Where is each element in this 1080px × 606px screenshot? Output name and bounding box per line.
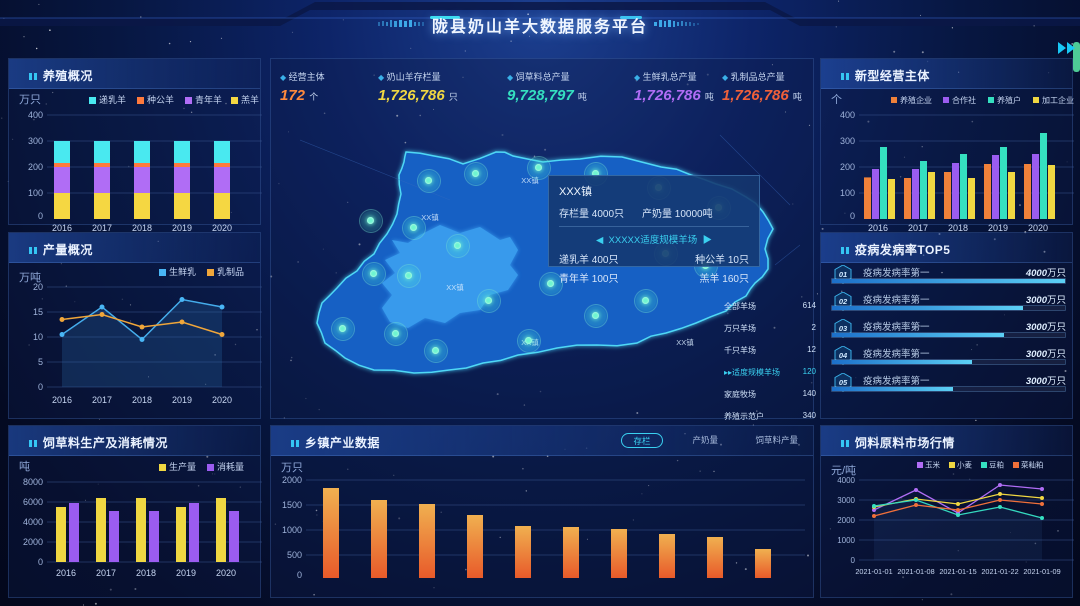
svg-text:400: 400 bbox=[840, 110, 855, 120]
svg-text:2021-01-01: 2021-01-01 bbox=[855, 567, 892, 576]
svg-text:1000: 1000 bbox=[282, 525, 302, 535]
svg-text:1500: 1500 bbox=[282, 500, 302, 510]
svg-text:2020: 2020 bbox=[212, 395, 232, 405]
svg-text:2018: 2018 bbox=[132, 395, 152, 405]
svg-text:6000: 6000 bbox=[23, 497, 43, 507]
svg-text:豆粕: 豆粕 bbox=[989, 460, 1004, 470]
svg-text:4000: 4000 bbox=[837, 476, 855, 485]
svg-text:10: 10 bbox=[33, 332, 43, 342]
svg-text:2021-01-09: 2021-01-09 bbox=[1023, 567, 1060, 576]
svg-text:1000: 1000 bbox=[837, 536, 855, 545]
svg-text:2000: 2000 bbox=[23, 537, 43, 547]
svg-text:生鲜乳: 生鲜乳 bbox=[169, 266, 196, 277]
svg-text:0: 0 bbox=[851, 556, 856, 565]
svg-text:2016: 2016 bbox=[52, 395, 72, 405]
svg-text:养殖户: 养殖户 bbox=[997, 95, 1021, 105]
svg-text:3000: 3000 bbox=[837, 496, 855, 505]
svg-text:合作社: 合作社 bbox=[952, 95, 976, 105]
svg-text:青年羊: 青年羊 bbox=[195, 94, 222, 105]
svg-text:2019: 2019 bbox=[176, 568, 196, 578]
svg-text:0: 0 bbox=[38, 382, 43, 392]
svg-text:500: 500 bbox=[287, 550, 302, 560]
svg-text:200: 200 bbox=[840, 162, 855, 172]
svg-text:乳制品: 乳制品 bbox=[217, 266, 244, 277]
svg-text:8000: 8000 bbox=[23, 477, 43, 487]
svg-text:2016: 2016 bbox=[56, 568, 76, 578]
svg-text:400: 400 bbox=[28, 110, 43, 120]
svg-text:0: 0 bbox=[297, 570, 302, 578]
svg-text:300: 300 bbox=[840, 136, 855, 146]
svg-text:0: 0 bbox=[38, 557, 43, 567]
svg-text:0: 0 bbox=[38, 211, 43, 221]
svg-text:300: 300 bbox=[28, 136, 43, 146]
svg-text:5: 5 bbox=[38, 357, 43, 367]
svg-text:XX镇: XX镇 bbox=[676, 337, 694, 347]
svg-text:2000: 2000 bbox=[837, 516, 855, 525]
svg-text:2017: 2017 bbox=[96, 568, 116, 578]
svg-text:小麦: 小麦 bbox=[957, 460, 972, 470]
svg-text:2021-01-15: 2021-01-15 bbox=[939, 567, 976, 576]
svg-text:2000: 2000 bbox=[282, 475, 302, 485]
svg-text:递乳羊: 递乳羊 bbox=[99, 94, 126, 105]
svg-text:4000: 4000 bbox=[23, 517, 43, 527]
svg-text:0: 0 bbox=[850, 211, 855, 221]
svg-text:20: 20 bbox=[33, 282, 43, 292]
svg-text:玉米: 玉米 bbox=[925, 460, 940, 470]
svg-text:消耗量: 消耗量 bbox=[217, 461, 244, 472]
svg-text:15: 15 bbox=[33, 307, 43, 317]
svg-text:100: 100 bbox=[28, 188, 43, 198]
svg-text:XX镇: XX镇 bbox=[446, 282, 464, 292]
svg-text:2018: 2018 bbox=[136, 568, 156, 578]
svg-text:2019: 2019 bbox=[172, 395, 192, 405]
svg-text:2021-01-08: 2021-01-08 bbox=[897, 567, 934, 576]
svg-text:种公羊: 种公羊 bbox=[147, 94, 174, 105]
svg-text:2017: 2017 bbox=[92, 395, 112, 405]
svg-text:加工企业: 加工企业 bbox=[1042, 95, 1074, 105]
svg-text:生产量: 生产量 bbox=[169, 461, 196, 472]
svg-text:100: 100 bbox=[840, 188, 855, 198]
svg-text:200: 200 bbox=[28, 162, 43, 172]
svg-text:2021-01-22: 2021-01-22 bbox=[981, 567, 1018, 576]
svg-text:2020: 2020 bbox=[216, 568, 236, 578]
svg-text:羔羊: 羔羊 bbox=[241, 94, 259, 105]
svg-text:菜籼粕: 菜籼粕 bbox=[1021, 460, 1044, 470]
svg-text:养殖企业: 养殖企业 bbox=[900, 95, 932, 105]
